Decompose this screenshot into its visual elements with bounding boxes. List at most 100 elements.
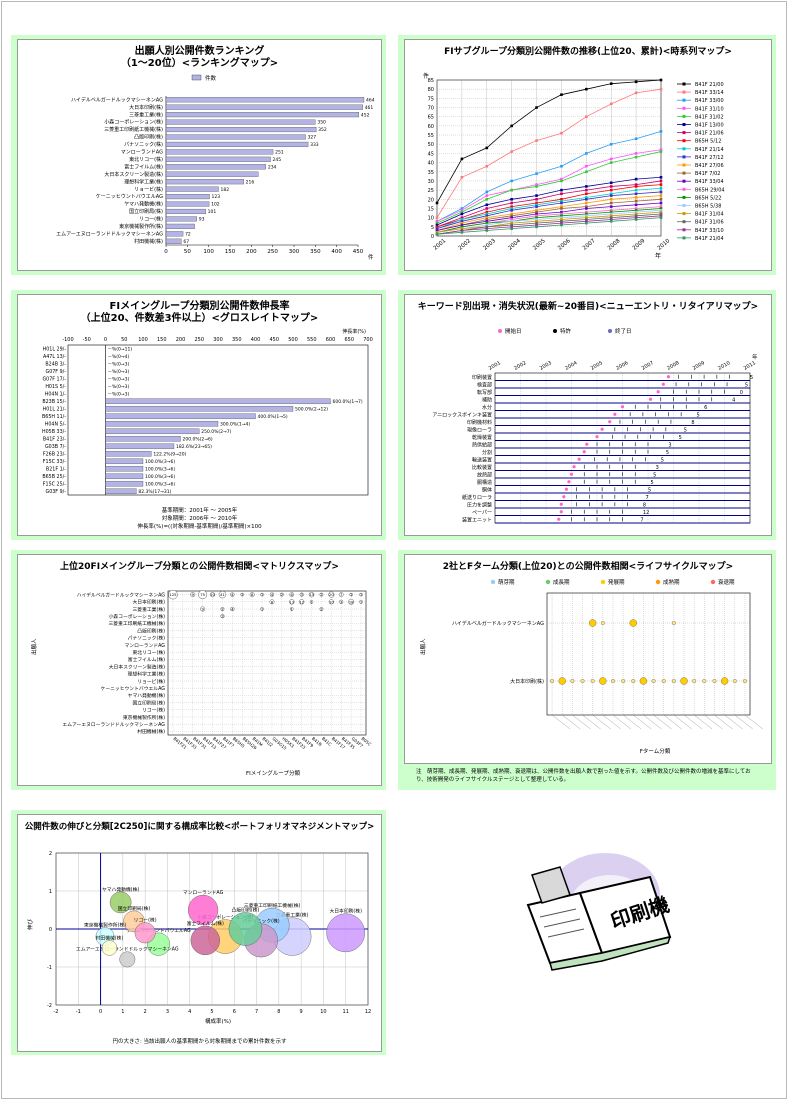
row-label: ハイデルベルガードルックマシーネンAG xyxy=(452,620,544,627)
matrix-value: 4 xyxy=(231,592,234,597)
series-point xyxy=(485,212,489,216)
series-line xyxy=(436,202,662,231)
series-point xyxy=(535,139,538,142)
x-axis-label: 構成率(%) xyxy=(205,1017,231,1025)
legend-label: B41F 33/00 xyxy=(695,98,724,104)
legend-marker xyxy=(600,579,606,585)
y-tick-label: 75 xyxy=(428,96,434,102)
keywords-chart: キーワード別出現・消失状況(最新~20番目)<ニューエントリ・リタイアリマップ>… xyxy=(404,294,772,536)
column-label-mark xyxy=(663,714,682,730)
series-point xyxy=(435,225,439,229)
category-label: 東北リコー(株) xyxy=(129,156,163,163)
bar-value-label: 200.0%(2→6) xyxy=(183,437,213,443)
series-point xyxy=(435,220,439,223)
x-tick-label: 150 xyxy=(157,337,167,343)
legend-marker xyxy=(682,90,686,94)
legend-marker xyxy=(608,329,612,333)
series-point xyxy=(659,87,663,91)
category-label: 三菱重工印刷紙工機械(株) xyxy=(104,126,163,133)
series-point xyxy=(609,161,613,164)
series-point xyxy=(585,214,588,218)
series-point xyxy=(585,218,588,221)
legend-label: B65H 5/38 xyxy=(695,204,721,210)
start-marker xyxy=(559,502,563,506)
series-point xyxy=(485,203,489,207)
count-label: 8 xyxy=(691,420,694,426)
column-label-mark xyxy=(562,714,581,730)
y-tick-label: 70 xyxy=(428,106,434,112)
lifecycle-bubble xyxy=(671,621,676,625)
category-label: ペーパー xyxy=(472,510,492,516)
bar xyxy=(165,216,197,222)
row-label: 東京機械製作所(株) xyxy=(123,714,165,721)
series-line xyxy=(436,187,662,230)
series-point xyxy=(510,214,513,218)
x-tick-label: 200 xyxy=(176,337,186,343)
series-point xyxy=(659,148,663,152)
bar xyxy=(165,104,363,110)
count-label: 5 xyxy=(651,480,654,486)
x-tick-label: 0 xyxy=(164,249,168,255)
series-line xyxy=(436,151,662,224)
series-point xyxy=(609,209,613,212)
series-point xyxy=(609,210,613,214)
bubble-label: 小森コーポレーション(株) xyxy=(197,914,254,921)
bar-value-label: 245 xyxy=(273,157,282,163)
matrix-bubble xyxy=(210,592,216,598)
x-tick-label: 2011 xyxy=(743,360,757,372)
series-point xyxy=(560,177,563,181)
bar-value-label: 400.0%(1→5) xyxy=(258,414,288,420)
legend-marker xyxy=(682,123,686,126)
matrix-bubble xyxy=(348,598,355,605)
series-line xyxy=(436,198,662,231)
count-label: 7 xyxy=(640,517,643,523)
x-tick-label: 350 xyxy=(232,337,242,343)
series-point xyxy=(460,157,464,161)
lifecycle-bubble xyxy=(589,619,597,627)
legend-label: 発展期 xyxy=(608,578,625,586)
category-label: B23B 15/- xyxy=(42,399,66,405)
x-tick-label: 2001 xyxy=(488,360,502,372)
matrix-value: 2 xyxy=(320,607,323,612)
legend-marker xyxy=(682,187,686,191)
x-tick-label: 2008 xyxy=(666,360,680,372)
series-point xyxy=(585,205,588,208)
keywords-svg: 開始日 特許 終了日 2001 2002 2003 2004 2005 2006 2007 2008… xyxy=(432,327,758,524)
bar xyxy=(165,164,266,170)
matrix-value: 10 xyxy=(210,592,215,597)
growth-title: FIメイングループ分類別公開件数伸長率 xyxy=(109,301,290,312)
series-point xyxy=(510,188,513,192)
count-label: 7 xyxy=(645,495,648,501)
bar-value-label: 250.0%(2→7) xyxy=(201,429,231,435)
series-point xyxy=(585,152,588,155)
series-point xyxy=(510,205,513,208)
matrix-bubble xyxy=(308,591,315,598)
bar-value-label: 102 xyxy=(211,202,220,208)
column-label-mark xyxy=(744,714,764,730)
series-point xyxy=(460,218,464,221)
bar-value-label: 182.6%(23→65) xyxy=(176,444,212,450)
start-marker xyxy=(562,495,566,499)
legend-marker xyxy=(682,155,686,159)
y-tick-label: 20 xyxy=(428,197,434,203)
series-point xyxy=(485,220,489,223)
lifecycle-bubble xyxy=(680,677,688,685)
series-point xyxy=(485,164,489,168)
series-point xyxy=(560,223,563,227)
y-tick-label: 25 xyxy=(428,188,434,194)
legend-marker xyxy=(682,98,686,102)
start-marker xyxy=(559,510,563,514)
matrix-value: 13 xyxy=(289,599,294,604)
series-point xyxy=(609,192,613,196)
category-label: G07F 9/- xyxy=(45,369,66,375)
matrix-value: 1 xyxy=(360,592,363,597)
y-tick-label: 0 xyxy=(49,927,52,933)
category-label: 胴体 xyxy=(482,486,492,493)
y-tick-label: 35 xyxy=(428,170,434,176)
lifecycle-bubble xyxy=(692,679,697,683)
portfolio-note: 円の大きさ: 当該出願人の基準期間から対象期間までの累計件数を示す xyxy=(112,1039,287,1045)
legend-marker xyxy=(682,106,686,110)
series-line xyxy=(436,131,662,222)
bar-value-label: 216 xyxy=(246,179,255,185)
series-point xyxy=(634,214,638,218)
